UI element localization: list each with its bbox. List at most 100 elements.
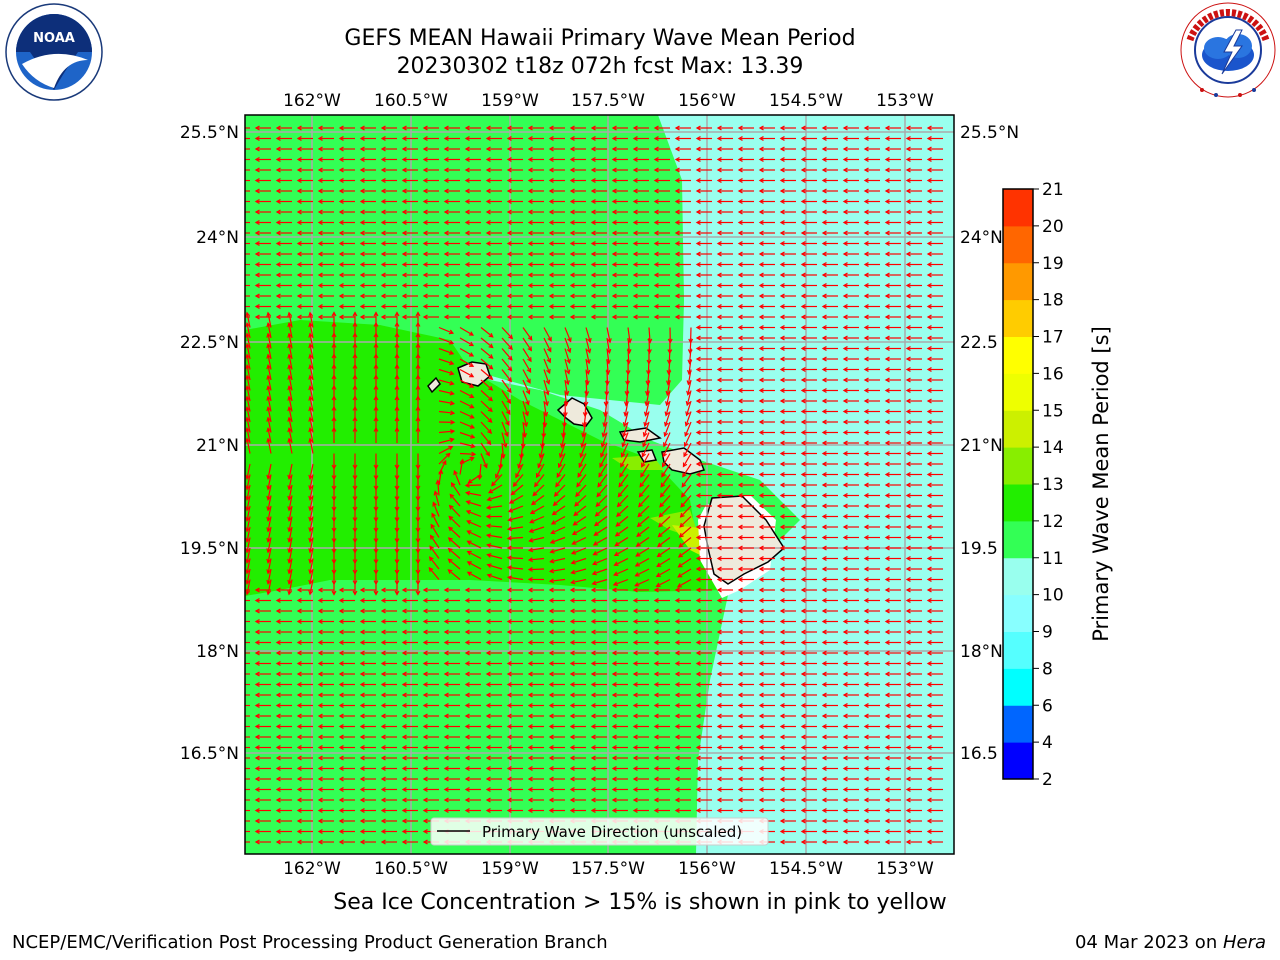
wave-arrow-head — [842, 262, 848, 267]
wave-arrow-head — [695, 787, 701, 792]
wave-arrow-head — [485, 703, 491, 708]
wave-arrow-head — [716, 451, 722, 456]
wave-arrow-head — [716, 314, 722, 320]
wave-arrow-head — [449, 380, 455, 386]
colorbar-label: Primary Wave Mean Period [s] — [1089, 326, 1113, 642]
wave-arrow-head — [485, 514, 491, 519]
wave-arrow — [501, 432, 507, 448]
wave-arrow-head — [429, 534, 435, 540]
wave-arrow-head — [548, 272, 554, 278]
wave-arrow — [543, 411, 546, 427]
wave-arrow-head — [611, 661, 617, 666]
wave-arrow-head — [737, 241, 743, 246]
wave-arrow-head — [469, 456, 475, 462]
wave-arrow-head — [821, 335, 827, 341]
wave-arrow — [459, 368, 474, 378]
wave-arrow-head — [338, 178, 344, 183]
wave-arrow-head — [863, 577, 869, 582]
wave-arrow-head — [800, 167, 806, 173]
wave-arrow-head — [598, 472, 603, 478]
wave-arrow-head — [643, 421, 649, 428]
wave-arrow-head — [660, 482, 666, 488]
wave-arrow-head — [485, 451, 490, 457]
wave-arrow-head — [674, 766, 680, 771]
wave-arrow-head — [275, 650, 281, 656]
wave-arrow-head — [296, 608, 302, 614]
wave-arrow-head — [737, 262, 743, 267]
lon-label: 154.5°W — [769, 91, 843, 111]
wave-arrow — [288, 537, 293, 553]
wave-arrow-head — [275, 304, 281, 309]
wave-arrow-head — [758, 241, 764, 246]
wave-arrow-head — [401, 776, 407, 782]
wave-arrow-head — [338, 608, 344, 614]
wave-arrow-head — [380, 787, 386, 792]
wave-arrow-head — [737, 787, 743, 792]
wave-arrow-head — [401, 136, 407, 141]
wave-arrow-head — [926, 272, 932, 278]
wave-arrow-head — [664, 421, 669, 427]
wave-arrow-head — [579, 452, 585, 459]
wave-arrow-head — [637, 512, 643, 518]
wave-arrow — [288, 526, 293, 542]
wave-arrow-head — [422, 241, 428, 246]
wave-arrow-head — [338, 293, 344, 299]
wave-arrow-head — [821, 503, 827, 509]
wave-arrow — [685, 411, 692, 426]
wave-arrow-head — [737, 451, 743, 456]
wave-arrow — [554, 484, 566, 497]
wave-arrow-head — [737, 440, 743, 446]
wave-arrow — [267, 386, 272, 402]
wave-arrow — [508, 505, 524, 513]
wave-arrow — [246, 333, 251, 349]
wave-arrow — [575, 484, 587, 497]
wave-arrow-head — [401, 755, 407, 761]
wave-arrow — [678, 558, 692, 568]
wave-arrow-head — [254, 230, 260, 236]
wave-arrow-head — [359, 839, 365, 845]
wave-arrow-head — [821, 440, 827, 446]
wave-arrow — [309, 484, 314, 500]
wave-arrow-head — [905, 797, 911, 803]
wave-arrow-head — [235, 840, 239, 844]
wave-arrow-head — [415, 353, 421, 359]
wave-arrow — [459, 421, 475, 429]
wave-arrow — [638, 495, 650, 507]
wave-arrow-head — [422, 598, 428, 603]
wave-arrow-head — [617, 492, 623, 498]
wave-arrow-head — [464, 734, 470, 740]
wave-arrow-head — [716, 188, 722, 194]
wave-arrow-head — [296, 650, 302, 656]
wave-arrow-head — [275, 587, 281, 593]
wave-arrow-head — [821, 220, 827, 225]
wave-arrow — [614, 557, 629, 566]
wave-arrow-head — [674, 262, 680, 267]
wave-arrow — [684, 432, 692, 447]
wave-arrow-head — [464, 797, 470, 803]
wave-arrow-head — [716, 472, 722, 477]
wave-arrow-head — [317, 734, 323, 740]
wave-arrow-head — [338, 682, 344, 687]
wave-arrow-head — [821, 199, 827, 204]
wave-arrow — [529, 526, 545, 533]
wave-arrow-head — [863, 535, 869, 540]
wave-arrow-head — [842, 629, 848, 635]
wave-arrow — [605, 390, 608, 406]
wave-arrow-head — [488, 396, 494, 402]
wave-arrow-head — [422, 776, 428, 782]
wave-arrow-head — [550, 529, 556, 535]
wave-arrow-head — [296, 188, 302, 194]
wave-arrow-head — [842, 178, 848, 183]
wave-arrow-head — [401, 251, 407, 257]
wave-arrow-head — [653, 241, 659, 246]
wave-arrow — [531, 495, 545, 505]
wave-arrow-head — [465, 500, 471, 505]
wave-arrow-head — [679, 512, 685, 518]
wave-arrow-head — [737, 367, 743, 372]
wave-arrow-head — [611, 692, 617, 698]
wave-arrow-head — [548, 157, 554, 162]
wave-arrow-head — [842, 503, 848, 509]
wave-arrow-head — [594, 511, 600, 517]
wave-arrow-head — [800, 818, 806, 824]
wave-arrow-head — [254, 241, 260, 246]
